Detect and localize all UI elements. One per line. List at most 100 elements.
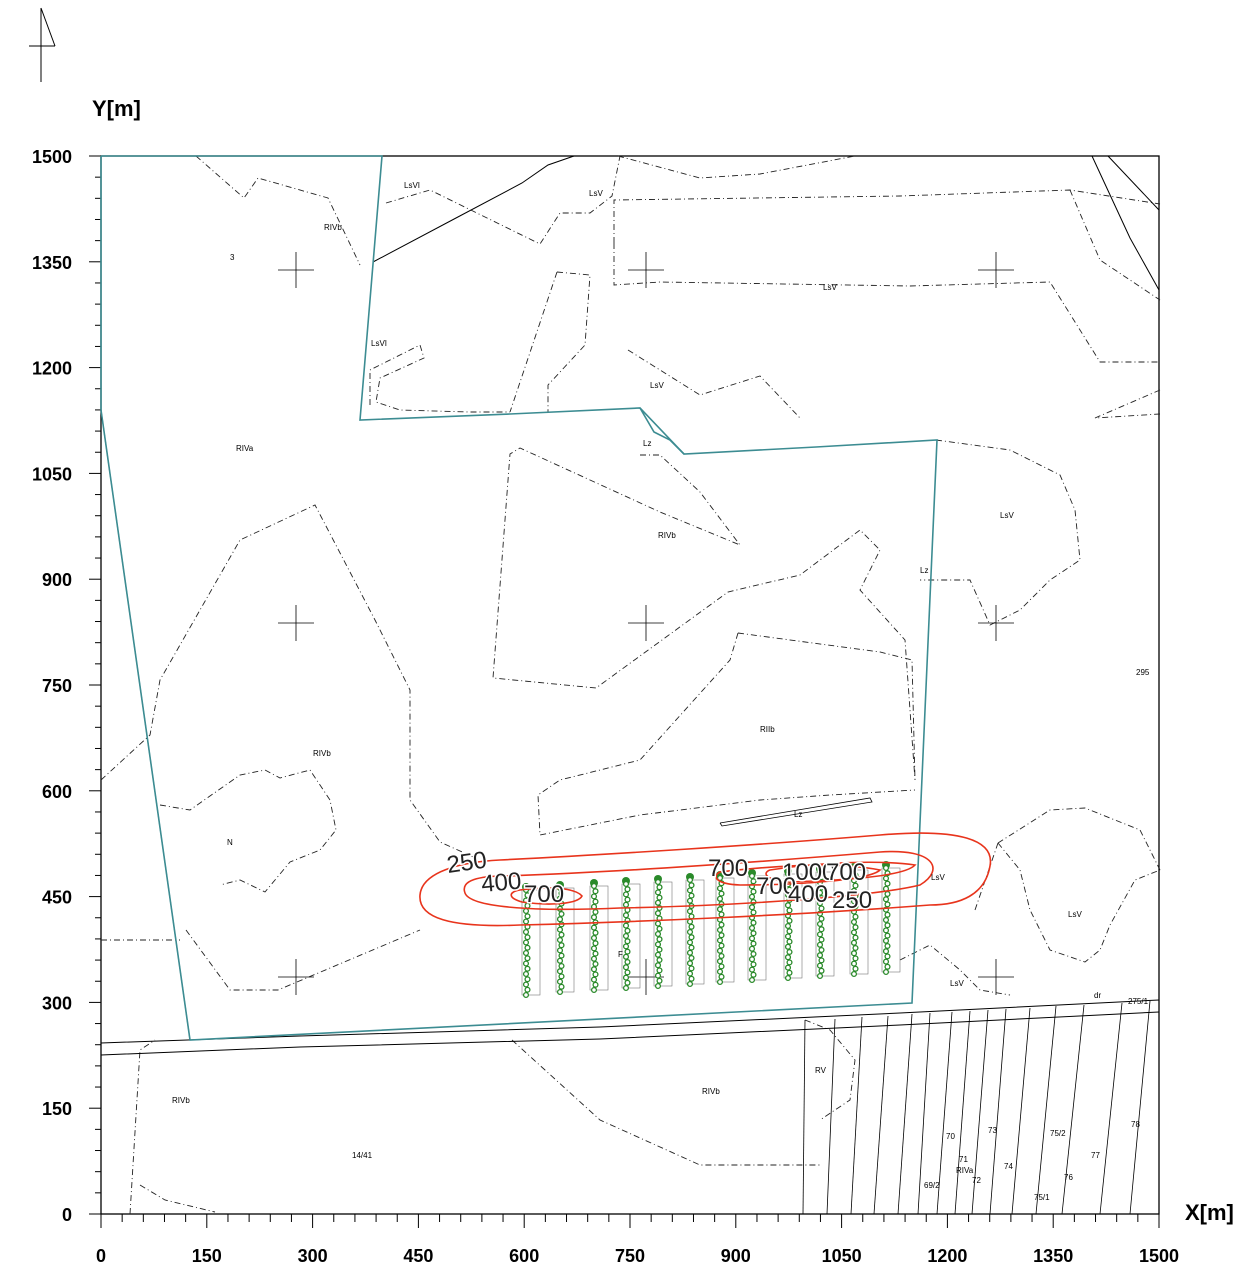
- turbine-marker: [624, 979, 631, 986]
- turbine-row: [815, 865, 835, 980]
- turbine-marker: [716, 895, 724, 902]
- parcel-label: 70: [946, 1132, 955, 1141]
- parcel-label: RIIb: [760, 725, 775, 734]
- turbine-marker: [884, 953, 891, 960]
- turbine-marker: [590, 986, 598, 994]
- turbine-marker: [818, 967, 825, 974]
- turbine-marker: [748, 924, 756, 932]
- turbine-marker: [654, 878, 662, 886]
- parcel-label: LsV: [931, 873, 945, 882]
- turbine-marker: [622, 932, 630, 940]
- turbine-marker: [686, 970, 694, 977]
- parcel-label: RIVb: [658, 531, 676, 540]
- turbine-marker: [556, 916, 564, 923]
- turbine-marker: [818, 936, 825, 943]
- turbine-marker: [558, 962, 565, 970]
- turbine-marker: [784, 902, 792, 909]
- turbine-marker: [524, 986, 531, 993]
- contour-700-left: [510, 887, 583, 905]
- turbine-marker: [590, 924, 598, 931]
- parcel-label: 14/41: [352, 1151, 373, 1160]
- turbine-marker: [592, 981, 599, 988]
- turbine-marker: [624, 896, 631, 903]
- x-tick-label: 150: [192, 1246, 222, 1266]
- turbine-marker: [622, 984, 630, 992]
- turbine-marker: [558, 973, 565, 980]
- turbine-marker: [816, 972, 824, 980]
- turbine-marker: [654, 972, 662, 979]
- turbine-marker: [816, 941, 824, 948]
- parcel-label: LsV: [1068, 910, 1082, 919]
- turbine-marker: [716, 947, 724, 954]
- turbine-marker: [750, 930, 757, 937]
- parcel-label: 3: [230, 253, 235, 262]
- turbine-marker: [590, 914, 598, 921]
- plot-frame: [100, 155, 1160, 1215]
- turbine-marker: [852, 955, 859, 962]
- turbine-marker: [882, 968, 890, 976]
- turbine-marker: [592, 888, 599, 895]
- turbine-marker: [556, 926, 564, 933]
- turbine-marker: [624, 927, 631, 934]
- parcel-label: 275/1: [1128, 997, 1149, 1006]
- turbine-row-outline: [747, 875, 767, 981]
- turbine-marker: [654, 930, 662, 938]
- turbine-marker: [750, 919, 757, 926]
- turbine-marker: [748, 945, 756, 952]
- turbine-marker: [852, 965, 859, 972]
- turbine-marker: [850, 970, 858, 978]
- turbine-marker: [784, 974, 792, 982]
- turbine-marker: [818, 957, 825, 964]
- turbine-marker: [654, 920, 662, 927]
- turbine-marker: [686, 876, 694, 884]
- turbine-marker: [882, 864, 890, 872]
- contour-700-right: [765, 861, 917, 883]
- turbine-marker: [558, 942, 565, 949]
- turbine-row: [881, 861, 901, 976]
- turbine-marker: [784, 964, 792, 971]
- turbine-marker: [558, 910, 565, 918]
- turbine-marker: [748, 956, 756, 963]
- parcel-label: LsVI: [371, 339, 387, 348]
- turbine-marker: [686, 939, 694, 946]
- y-tick-label: 1200: [32, 359, 72, 379]
- turbine-marker: [686, 908, 694, 915]
- parcel-label: RIVb: [172, 1096, 190, 1105]
- turbine-marker: [590, 934, 598, 942]
- parcel-label: RIVb: [313, 749, 331, 758]
- parcel-label: RIVb: [324, 223, 342, 232]
- y-tick-label: 450: [42, 888, 72, 908]
- turbine-marker: [786, 917, 793, 924]
- y-tick-label: 1350: [32, 253, 72, 273]
- turbine-marker: [816, 962, 824, 969]
- turbine-marker: [688, 965, 695, 972]
- contour-labels: 250 400 700 700 1000 700 700 400 250: [444, 845, 874, 915]
- turbine-marker: [718, 921, 725, 928]
- turbine-marker: [718, 890, 725, 897]
- turbine-marker: [524, 955, 531, 962]
- turbine-marker: [884, 911, 891, 918]
- turbine-row-outline: [621, 883, 641, 989]
- x-axis-title: X[m]: [1185, 1200, 1234, 1225]
- turbine-row: [849, 863, 869, 978]
- turbine-marker: [816, 900, 824, 907]
- turbine-marker: [882, 937, 890, 944]
- turbine-marker: [748, 966, 756, 973]
- parcel-label: 69/2: [924, 1181, 940, 1190]
- turbine-marker: [884, 922, 891, 929]
- parcel-label: 74: [1004, 1162, 1013, 1171]
- parcel-labels: LsVI LsV RIVb 3 LsV LsVI LsV Lz RIVa LsV…: [172, 181, 1150, 1202]
- y-tick-label: 150: [42, 1099, 72, 1119]
- turbine-marker: [622, 901, 630, 908]
- x-axis-ticks: 0 150 300 450 600 750 900 1050 1200 1350 1500: [96, 1214, 1179, 1266]
- turbine-marker: [522, 991, 530, 999]
- contour-label-700-lower: 700: [756, 873, 796, 900]
- y-tick-label: 1500: [32, 147, 72, 167]
- y-tick-label: 300: [42, 993, 72, 1013]
- turbine-marker: [654, 962, 662, 969]
- turbine-marker: [818, 905, 825, 912]
- turbine-marker: [522, 939, 530, 946]
- turbine-marker: [784, 922, 792, 930]
- turbine-marker: [654, 982, 662, 990]
- parcel-label: N: [227, 838, 233, 847]
